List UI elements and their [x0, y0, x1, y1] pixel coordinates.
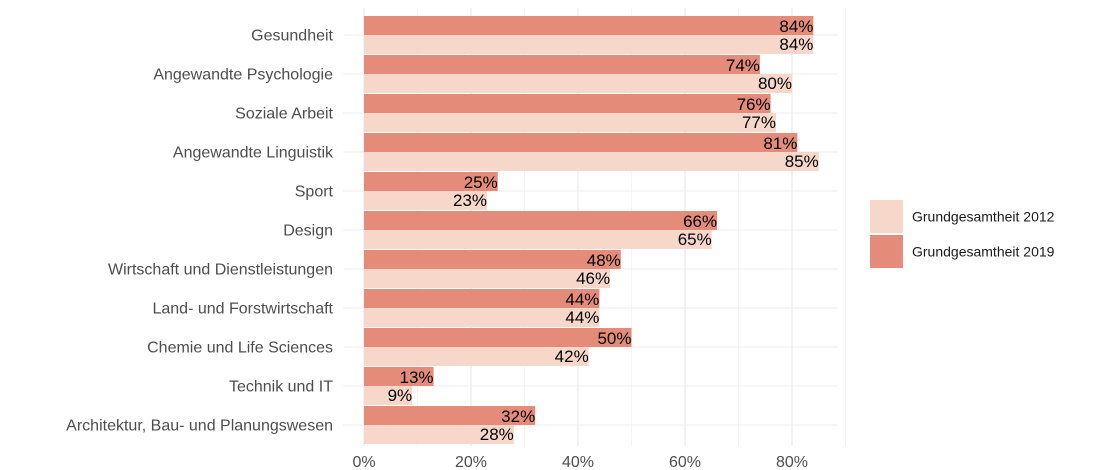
x-tick-label: 40%: [562, 454, 594, 470]
data-label-2019: 13%: [400, 368, 434, 387]
category-label: Angewandte Linguistik: [173, 145, 334, 162]
bar-2019: [364, 289, 600, 308]
category-label: Chemie und Life Sciences: [147, 340, 333, 357]
data-label-2012: 77%: [742, 113, 776, 132]
bar-2019: [364, 133, 798, 152]
data-labels: 84%84%74%80%76%77%81%85%25%23%66%65%48%4…: [388, 17, 819, 444]
category-label: Architektur, Bau- und Planungswesen: [66, 418, 333, 435]
data-label-2012: 84%: [779, 35, 813, 54]
data-label-2012: 9%: [388, 386, 413, 405]
data-label-2019: 76%: [737, 95, 771, 114]
bar-2012: [364, 230, 712, 249]
x-tick-label: 0%: [352, 454, 375, 470]
data-label-2019: 50%: [597, 329, 631, 348]
bar-2019: [364, 250, 621, 269]
bar-2019: [364, 16, 814, 35]
data-label-2019: 44%: [565, 290, 599, 309]
data-label-2012: 42%: [555, 347, 589, 366]
x-tick-label: 20%: [455, 454, 487, 470]
bar-2012: [364, 308, 600, 327]
bar-2012: [364, 386, 413, 405]
category-label: Land- und Forstwirtschaft: [152, 301, 333, 318]
legend-key: [870, 235, 903, 268]
category-labels: Gesundheit Angewandte Psychologie Soziale …: [66, 28, 334, 435]
data-label-2012: 23%: [453, 191, 487, 210]
bar-2012: [364, 191, 488, 210]
bar-2012: [364, 35, 814, 54]
data-label-2012: 80%: [758, 74, 792, 93]
x-tick-label: 80%: [776, 454, 808, 470]
data-label-2019: 81%: [763, 134, 797, 153]
category-label: Sport: [295, 184, 334, 201]
data-label-2019: 25%: [464, 173, 498, 192]
data-label-2019: 84%: [779, 17, 813, 36]
bar-2019: [364, 406, 536, 425]
data-label-2019: 48%: [587, 251, 621, 270]
category-label: Technik und IT: [229, 379, 333, 396]
data-label-2012: 28%: [480, 425, 514, 444]
data-label-2019: 66%: [683, 212, 717, 231]
x-tick-label: 60%: [669, 454, 701, 470]
data-label-2012: 46%: [576, 269, 610, 288]
bar-2012: [364, 74, 792, 93]
bar-2012: [364, 269, 611, 288]
bar-2019: [364, 94, 771, 113]
legend-label: Grundgesamtheit 2012: [912, 209, 1055, 225]
data-label-2012: 85%: [785, 152, 819, 171]
bar-2019: [364, 172, 498, 191]
bar-2012: [364, 152, 819, 171]
category-label: Gesundheit: [251, 28, 333, 45]
x-tick-labels: 0% 20% 40% 60% 80%: [352, 454, 808, 470]
data-label-2012: 65%: [678, 230, 712, 249]
bar-2019: [364, 55, 760, 74]
category-label: Soziale Arbeit: [235, 106, 333, 123]
category-label: Design: [283, 223, 333, 240]
data-label-2012: 44%: [565, 308, 599, 327]
legend: Grundgesamtheit 2012 Grundgesamtheit 2019: [870, 200, 1055, 268]
bar-2012: [364, 425, 514, 444]
category-label: Angewandte Psychologie: [153, 67, 333, 84]
legend-key: [870, 200, 903, 233]
bars: [364, 16, 819, 444]
data-label-2019: 32%: [501, 407, 535, 426]
category-label: Wirtschaft und Dienstleistungen: [108, 262, 333, 279]
bar-2012: [364, 113, 776, 132]
data-label-2019: 74%: [726, 56, 760, 75]
bar-2019: [364, 211, 718, 230]
legend-label: Grundgesamtheit 2019: [912, 244, 1055, 260]
bar-2019: [364, 367, 434, 386]
bar-2019: [364, 328, 632, 347]
bar-2012: [364, 347, 589, 366]
